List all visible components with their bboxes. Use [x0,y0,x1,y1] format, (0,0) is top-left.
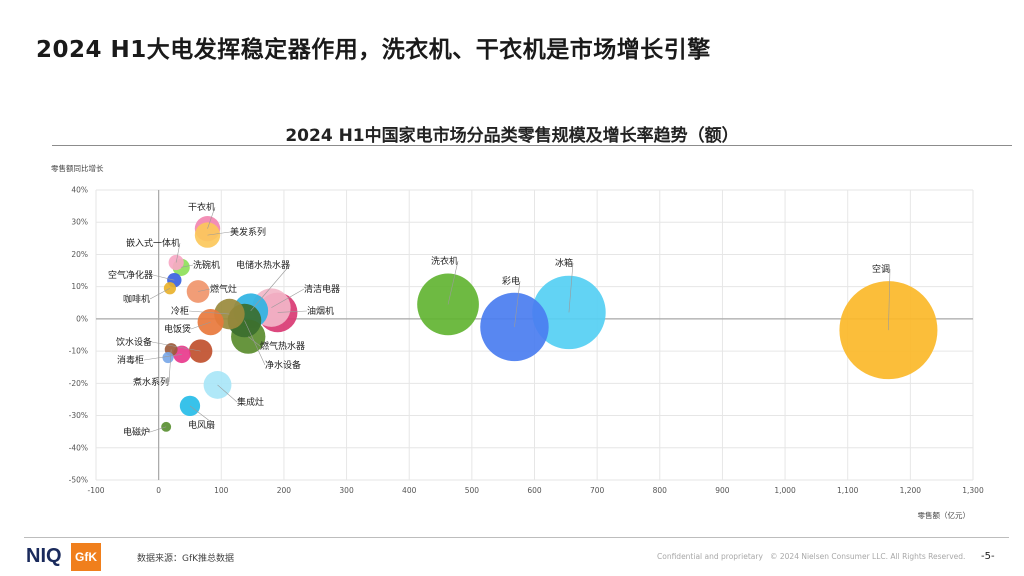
data-source-note: 数据来源：GfK推总数据 [137,554,235,564]
page-number: -5- [981,551,995,562]
bubble-label: 美发系列 [230,226,266,238]
bubble-label: 嵌入式一体机 [126,237,180,249]
bubble-label: 电饭煲 [164,323,191,335]
y-axis-label: 零售额同比增长 [51,163,104,173]
bubble-label: 电磁炉 [123,426,150,438]
bubble-label: 电储水热水器 [236,259,290,271]
x-tick-label: 400 [402,486,417,495]
bubble-label: 咖啡机 [123,293,150,305]
chart-title: 2024 H1中国家电市场分品类零售规模及增长率趋势（额） [285,126,739,146]
bubble-label: 集成灶 [237,396,264,408]
label-leader-line [447,260,459,305]
niq-logo: NIQ [26,545,62,567]
x-tick-label: 200 [277,486,292,495]
label-leader-line [568,262,574,313]
label-leader-line [152,274,175,281]
label-leader-line [190,321,211,330]
bubble-label: 洗碗机 [193,259,220,271]
y-tick-label: -30% [69,411,88,420]
label-leader-line [198,288,211,292]
y-tick-label: 40% [71,186,88,195]
bubble-label: 空气净化器 [108,269,153,281]
y-tick-label: -50% [69,476,88,485]
x-tick-label: -100 [87,486,104,495]
x-tick-label: 500 [465,486,480,495]
label-leader-line [149,426,167,433]
confidential-note: Confidential and proprietary [657,552,763,561]
bubble-point [162,351,174,364]
bubble-label: 燃气灶 [210,283,237,295]
slide-title: 2024 H1大电发挥稳定器作用，洗衣机、干衣机是市场增长引擎 [36,37,711,63]
bubble-label: 冷柜 [171,305,189,317]
x-tick-label: 800 [653,486,668,495]
bubble-label: 电风扇 [188,419,215,431]
bubble-label: 饮水设备 [116,336,152,348]
x-tick-label: 1,200 [900,486,922,495]
x-tick-label: 300 [339,486,354,495]
bubble-label: 冰箱 [555,257,573,269]
copyright-note: © 2024 Nielsen Consumer LLC. All Rights … [770,552,966,561]
x-tick-label: 1,100 [837,486,859,495]
label-leader-line [250,264,291,312]
y-tick-label: -10% [69,347,88,356]
gfk-logo: GfK [71,543,101,571]
x-tick-label: 0 [156,486,161,495]
y-tick-label: -20% [69,379,88,388]
label-leader-line [514,280,521,327]
footer-divider [24,537,1009,538]
label-leader-line [168,349,172,383]
bubble-label: 洗衣机 [431,255,458,267]
label-leader-line [151,341,201,352]
label-leader-line [277,310,308,313]
label-leader-line [207,231,231,236]
y-tick-label: -40% [69,443,88,452]
bubble-label: 彩电 [502,275,520,287]
chart-bubbles [161,215,938,432]
x-tick-label: 600 [527,486,542,495]
bubble-label: 净水设备 [265,359,301,371]
label-leader-line [175,242,181,263]
label-leader-line [888,268,891,331]
bubble-label: 燃气热水器 [260,340,305,352]
chart-title-divider [52,145,1012,146]
x-tick-label: 1,300 [962,486,984,495]
bubble-label: 煮水系列 [133,376,169,388]
label-leader-line [189,405,216,426]
x-tick-label: 900 [715,486,730,495]
label-leader-line [149,288,171,300]
x-tick-label: 1,000 [774,486,796,495]
bubble-label: 油烟机 [307,305,334,317]
y-tick-label: 10% [71,282,88,291]
x-axis-label: 零售额（亿元） [918,510,971,520]
y-tick-label: 20% [71,250,88,259]
x-tick-label: 700 [590,486,605,495]
bubble-label: 空调 [872,263,890,275]
bubble-point [203,371,232,399]
label-leader-line [217,384,238,403]
y-tick-label: 0% [76,314,88,323]
label-leader-line [188,310,230,315]
bubble-label: 消毒柜 [117,354,144,366]
label-leader-line [244,320,266,366]
label-leader-line [271,288,305,308]
label-leader-line [181,264,194,268]
y-tick-label: 30% [71,218,88,227]
bubble-label: 清洁电器 [304,283,340,295]
label-leader-line [143,354,182,361]
label-leader-line [207,206,216,229]
x-tick-label: 100 [214,486,229,495]
bubble-label: 干衣机 [188,201,215,213]
